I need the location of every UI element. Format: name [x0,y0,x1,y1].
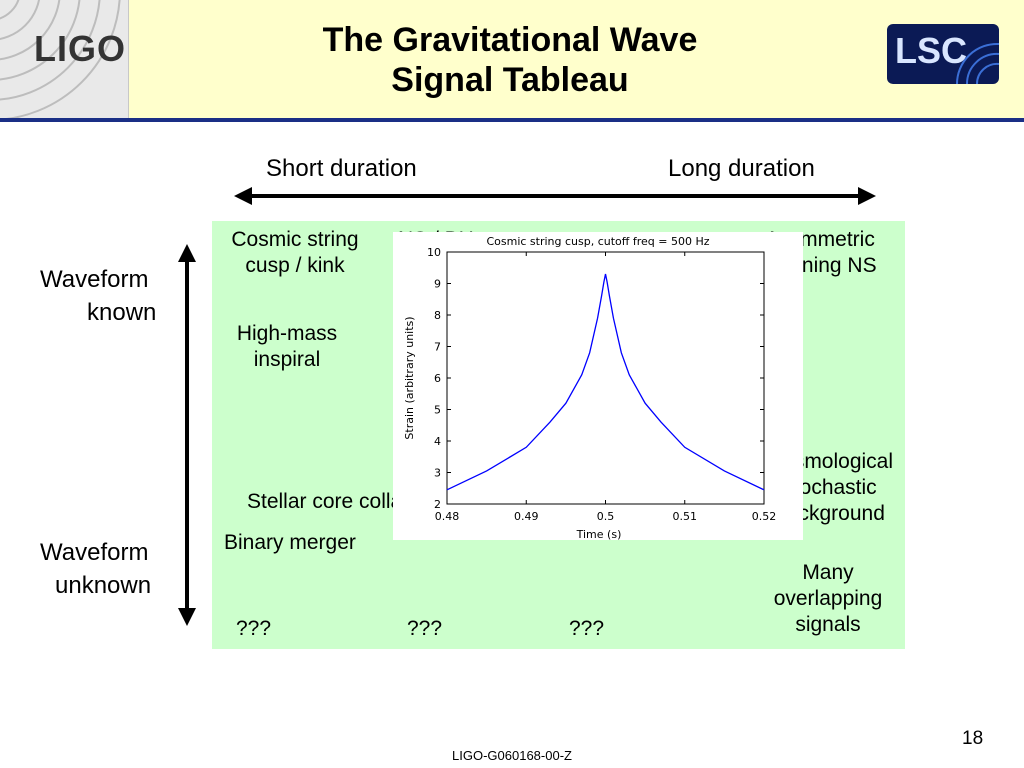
cell-cosmic-string-line-1: Cosmic string [231,228,359,251]
cell-high-mass-line-2: inspiral [253,348,321,371]
document-id: LIGO-G060168-00-Z [452,748,572,763]
chart-y-tick-label: 3 [434,467,441,480]
chart-y-tick-label: 6 [434,372,441,385]
chart-x-ticks: 0.48 0.49 0.5 0.51 0.52 [435,252,777,523]
chart-y-tick-label: 4 [434,435,441,448]
chart-title: Cosmic string cusp, cutoff freq = 500 Hz [486,235,709,248]
lsc-logo: LSC [887,24,999,84]
lsc-logo-text: LSC [895,30,967,71]
waveform-unknown-label-2: unknown [55,572,152,599]
chart-y-tick-label: 10 [427,246,441,259]
title-line-1: The Gravitational Wave [322,21,698,59]
short-duration-label: Short duration [266,155,417,182]
title-line-2: Signal Tableau [391,61,629,99]
chart-series-line [446,273,765,491]
chart-x-tick-label: 0.52 [752,510,777,523]
cell-high-mass-line-1: High-mass [236,322,338,345]
cell-cosmic-string-line-2: cusp / kink [245,254,345,277]
chart-x-tick-label: 0.5 [597,510,615,523]
cell-unknown-3: ??? [569,617,605,640]
chart-x-tick-label: 0.51 [673,510,698,523]
cosmic-string-cusp-chart: Cosmic string cusp, cutoff freq = 500 Hz… [393,232,803,541]
cell-many-overlapping-signals: Many overlapping signals [758,560,898,638]
chart-x-axis-label: Time (s) [576,528,622,540]
chart-y-tick-label: 8 [434,309,441,322]
chart-svg: Cosmic string cusp, cutoff freq = 500 Hz… [403,235,777,541]
lsc-logo-arcs [955,42,999,84]
waveform-known-label-1: Waveform [40,266,149,293]
cell-high-mass-inspiral: High-mass inspiral [212,321,362,373]
cell-many-line-2: overlapping [773,587,883,610]
chart-y-tick-label: 2 [434,498,441,511]
chart-x-tick-label: 0.48 [435,510,460,523]
waveform-unknown-label-1: Waveform [40,539,149,566]
chart-y-ticks: 2 3 4 5 6 7 8 9 10 [427,246,764,511]
cell-unknown-1: ??? [236,617,272,640]
cell-stellar-core-collapse: Stellar core collapse [247,490,437,513]
cell-cosmic-string: Cosmic string cusp / kink [218,227,372,279]
long-duration-label: Long duration [668,155,815,182]
slide-title: The Gravitational Wave Signal Tableau [150,20,870,100]
ligo-logo: LIGO [0,0,129,118]
cell-cosmological-line-2: stochastic [783,476,877,499]
cell-unknown-2: ??? [407,617,443,640]
duration-arrow [234,187,876,205]
page-number: 18 [962,728,984,749]
chart-y-tick-label: 9 [434,278,441,291]
waveform-arrow [178,244,196,626]
chart-y-tick-label: 5 [434,404,441,417]
ligo-logo-text: LIGO [34,28,126,69]
waveform-known-label-2: known [87,299,157,326]
chart-x-tick-label: 0.49 [514,510,539,523]
chart-y-axis-label: Strain (arbitrary units) [403,316,416,439]
cell-many-line-3: signals [795,613,861,636]
cell-binary-merger: Binary merger [224,531,356,554]
chart-y-tick-label: 7 [434,341,441,354]
header-banner: LIGO The Gravitational Wave Signal Table… [0,0,1024,122]
cell-many-line-1: Many [802,561,854,584]
